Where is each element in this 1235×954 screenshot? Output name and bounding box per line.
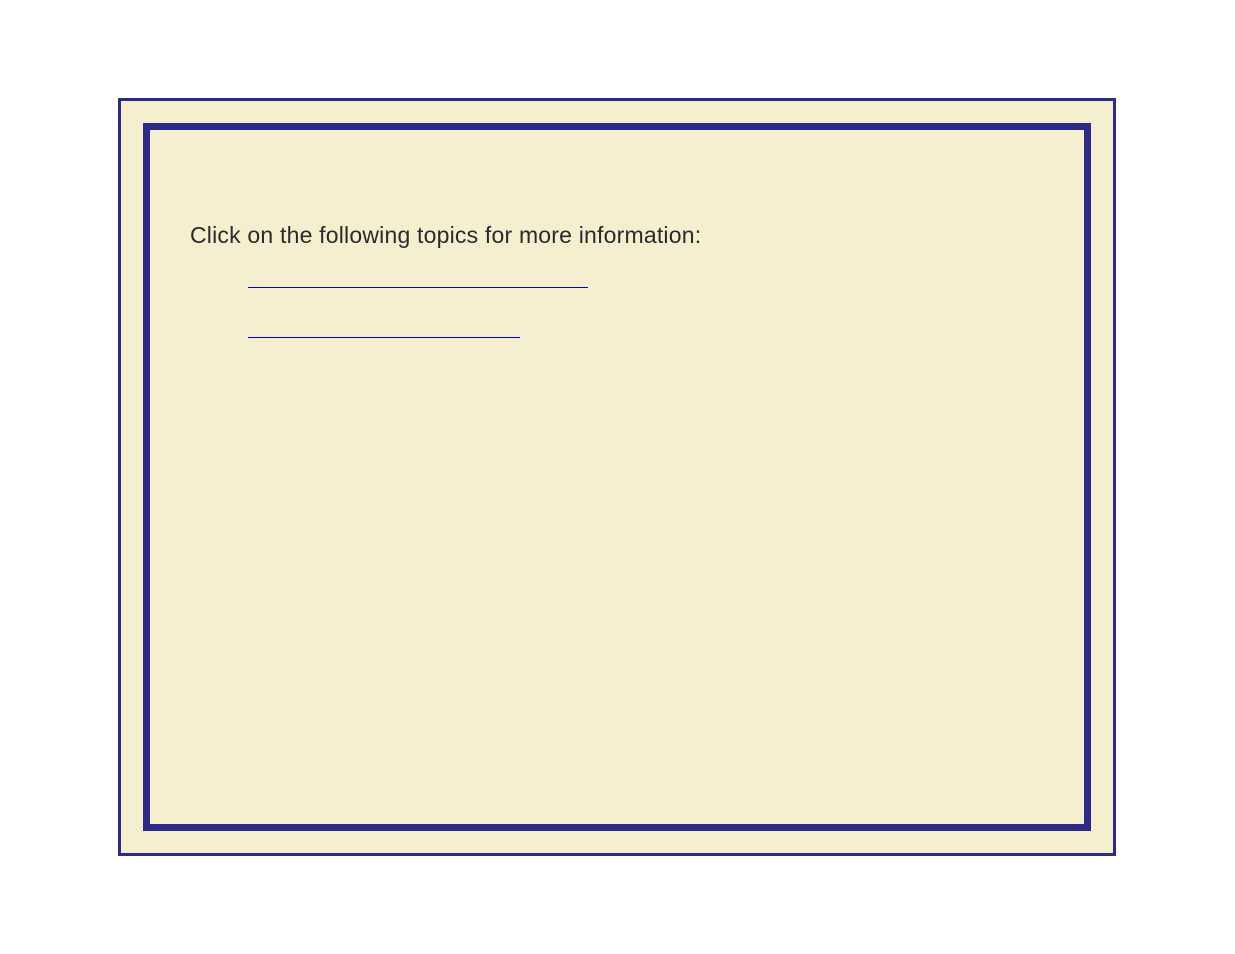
inner-frame: Click on the following topics for more i…	[143, 123, 1091, 831]
topic-link-1[interactable]	[248, 287, 588, 309]
topic-link-list	[248, 287, 1044, 359]
instruction-text: Click on the following topics for more i…	[190, 222, 1044, 249]
content-area: Click on the following topics for more i…	[190, 222, 1044, 387]
link-underline	[248, 287, 588, 288]
topic-link-2[interactable]	[248, 337, 520, 359]
outer-frame: Click on the following topics for more i…	[118, 98, 1116, 856]
link-underline	[248, 337, 520, 338]
